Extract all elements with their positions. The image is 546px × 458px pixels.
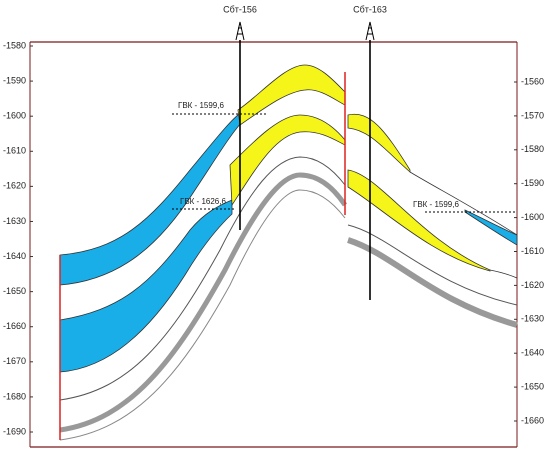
horizon xyxy=(489,269,518,279)
tick-label: -1580 xyxy=(3,40,26,50)
oil-layer xyxy=(347,169,491,272)
gas-layer xyxy=(464,209,518,246)
tick-label: -1670 xyxy=(3,356,26,366)
tick-label: -1690 xyxy=(3,426,26,436)
tick-label: -1560 xyxy=(521,76,544,86)
tick-label: -1630 xyxy=(521,314,544,324)
tick-label: -1640 xyxy=(521,348,544,358)
tick-label: -1590 xyxy=(3,75,26,85)
tick-label: -1650 xyxy=(521,381,544,391)
contact-label: ГВК - 1599,6 xyxy=(178,101,224,110)
horizon xyxy=(59,189,346,441)
well-icon xyxy=(365,21,375,41)
horizon xyxy=(347,224,518,306)
tick-label: -1620 xyxy=(3,181,26,191)
tick-label: -1660 xyxy=(3,321,26,331)
tick-label: -1600 xyxy=(3,111,26,121)
contact-label: ГВК - 1626,6 xyxy=(180,197,226,206)
shale-layer xyxy=(59,172,348,433)
tick-label: -1640 xyxy=(3,251,26,261)
tick-label: -1650 xyxy=(3,286,26,296)
tick-label: -1680 xyxy=(3,391,26,401)
tick-label: -1600 xyxy=(521,212,544,222)
horizon xyxy=(409,171,518,236)
horizon xyxy=(59,156,346,401)
well-icon xyxy=(235,21,245,41)
tick-label: -1570 xyxy=(521,110,544,120)
tick-label: -1580 xyxy=(521,144,544,154)
gas-layer xyxy=(59,199,233,373)
tick-label: -1660 xyxy=(521,415,544,425)
well-label: Сбт-156 xyxy=(223,4,257,14)
contact-label: ГВК - 1599,6 xyxy=(413,200,459,209)
tick-label: -1610 xyxy=(3,146,26,156)
oil-layer xyxy=(347,113,411,173)
shale-layer xyxy=(347,237,518,328)
tick-label: -1610 xyxy=(521,246,544,256)
well-label: Сбт-163 xyxy=(353,4,387,14)
tick-label: -1620 xyxy=(521,280,544,290)
tick-label: -1630 xyxy=(3,216,26,226)
tick-label: -1590 xyxy=(521,178,544,188)
